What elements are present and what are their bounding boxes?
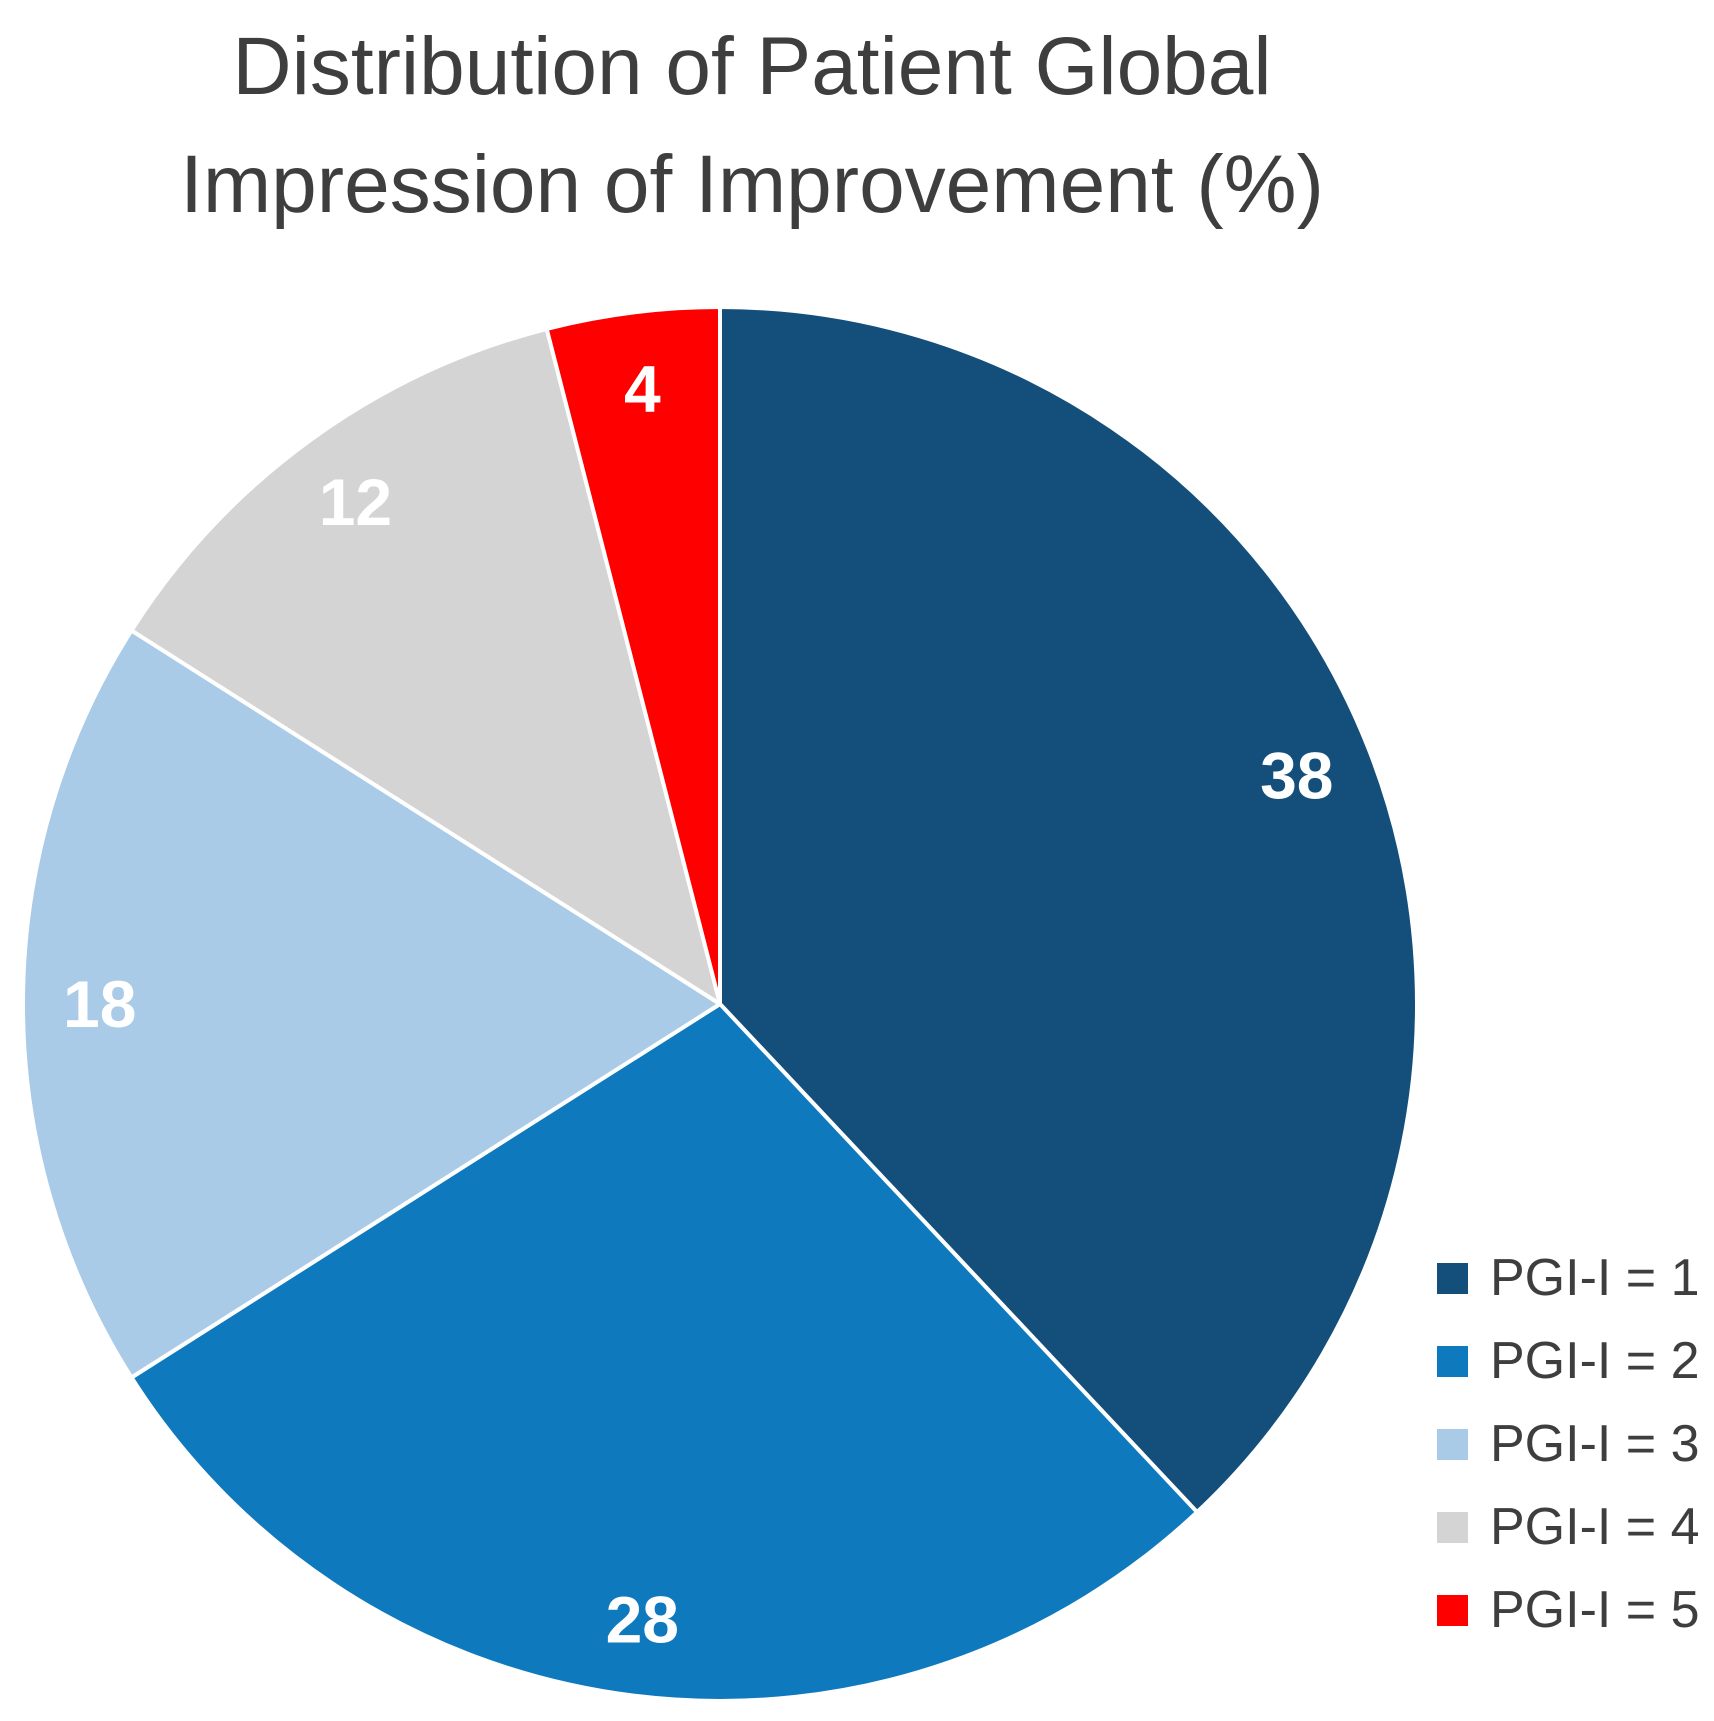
legend-label-pgi-i-3: PGI-I = 3: [1490, 1415, 1700, 1473]
legend-swatch-pgi-i-5: [1437, 1594, 1468, 1626]
legend-label-pgi-i-5: PGI-I = 5: [1490, 1581, 1700, 1639]
pie-slice-pgi-i-3: [20, 628, 722, 1380]
chart-title-line-1: Distribution of Patient Global: [232, 21, 1272, 112]
legend-item-pgi-i-5: PGI-I = 5: [1437, 1580, 1700, 1640]
slice-value-label-pgi-i-1: 38: [1260, 739, 1333, 813]
legend-swatch-pgi-i-3: [1437, 1428, 1468, 1460]
legend-item-pgi-i-1: PGI-I = 1: [1437, 1248, 1700, 1308]
legend-swatch-pgi-i-2: [1437, 1345, 1468, 1377]
slice-value-label-pgi-i-3: 18: [63, 967, 136, 1041]
chart-title: Distribution of Patient Global Impressio…: [0, 8, 1504, 244]
legend-item-pgi-i-2: PGI-I = 2: [1437, 1331, 1700, 1391]
slice-value-label-pgi-i-2: 28: [606, 1582, 679, 1656]
legend-swatch-pgi-i-4: [1437, 1511, 1468, 1543]
legend-label-pgi-i-1: PGI-I = 1: [1490, 1249, 1700, 1307]
legend-item-pgi-i-3: PGI-I = 3: [1437, 1414, 1700, 1474]
legend-label-pgi-i-4: PGI-I = 4: [1490, 1498, 1700, 1556]
pie-slice-pgi-i-1: [718, 305, 1419, 1515]
pie-slice-pgi-i-2: [129, 1002, 1200, 1704]
pie-slice-pgi-i-5: [544, 305, 722, 1006]
slice-value-label-pgi-i-5: 4: [624, 352, 661, 426]
pie-slice-pgi-i-4: [129, 326, 722, 1006]
legend-swatch-pgi-i-1: [1437, 1262, 1468, 1294]
legend: PGI-I = 1 PGI-I = 2 PGI-I = 3 PGI-I = 4 PGI-…: [1437, 1248, 1700, 1640]
legend-label-pgi-i-2: PGI-I = 2: [1490, 1332, 1700, 1390]
slice-value-label-pgi-i-4: 12: [319, 465, 392, 539]
legend-item-pgi-i-4: PGI-I = 4: [1437, 1497, 1700, 1557]
chart-title-line-2: Impression of Improvement (%): [180, 139, 1324, 230]
